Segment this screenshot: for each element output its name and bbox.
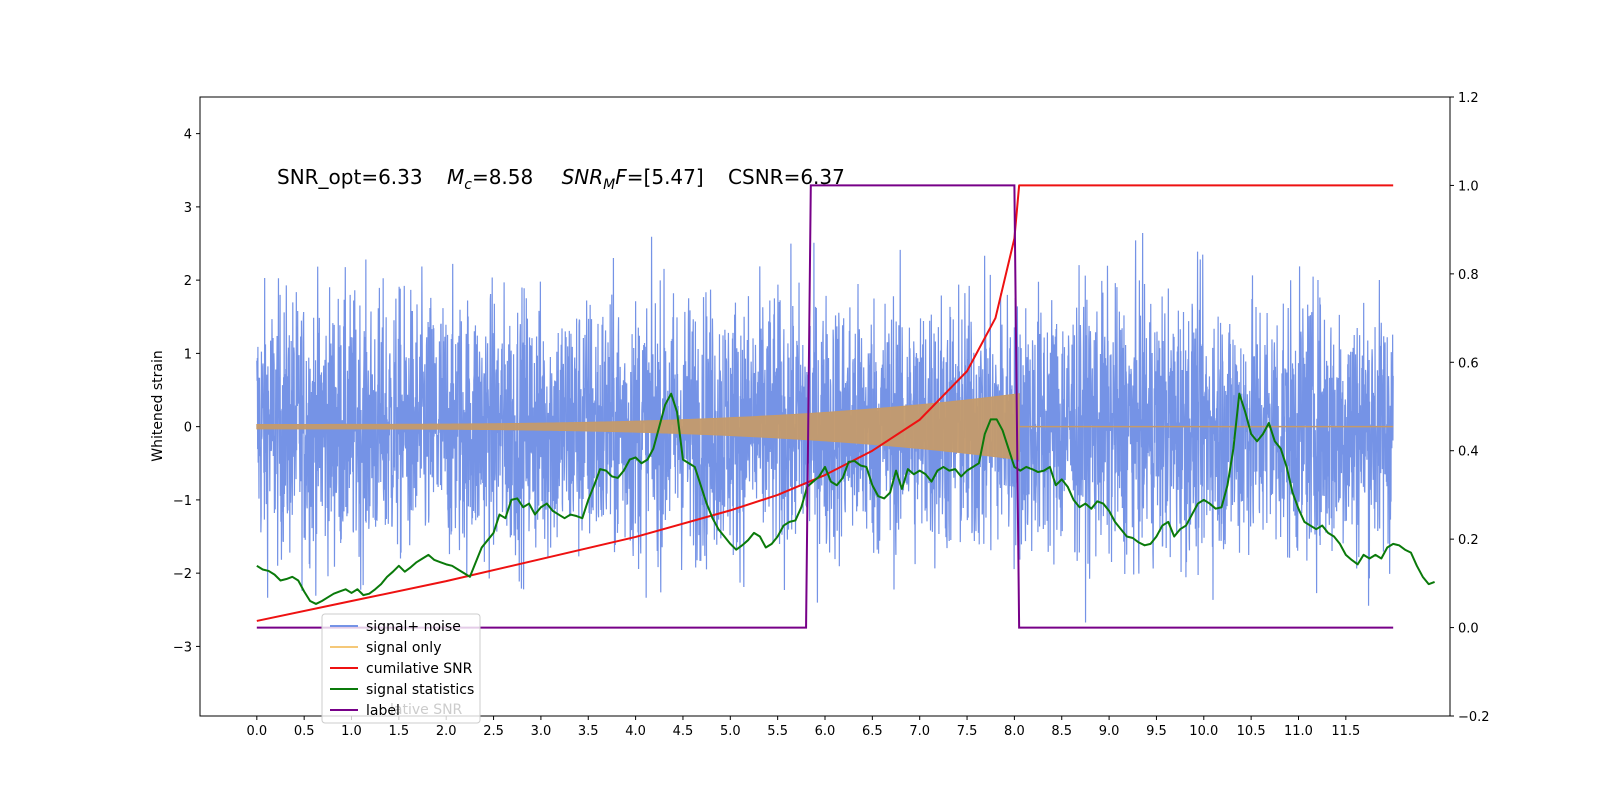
x-axis-ticks: 0.0 0.5 1.0 1.5 2.0 2.5 3.0 3.5 4.0 4.5 5.0 5.5 6.0 6… xyxy=(246,716,1360,739)
x-tick-label: 4.0 xyxy=(625,724,646,739)
x-tick-label: 8.0 xyxy=(1004,724,1025,739)
x-tick-label: 5.0 xyxy=(720,724,741,739)
legend-box xyxy=(321,613,481,724)
series-signal-statistics xyxy=(256,392,1435,605)
left-y-tick-label: 1 xyxy=(184,347,192,362)
left-y-tick-label: 3 xyxy=(184,201,192,216)
left-y-tick-label: 0 xyxy=(184,421,192,436)
left-y-tick-label: 4 xyxy=(184,128,192,143)
x-tick-label: 9.5 xyxy=(1146,724,1167,739)
legend-ghost-text: lative SNR xyxy=(390,702,463,718)
mc-subscript: c xyxy=(464,177,472,193)
legend-label-cumulative-snr: cumilative SNR xyxy=(366,661,473,677)
right-y-axis-ticks: 1.2 1.0 0.8 0.6 0.4 0.2 0.0 −0.2 xyxy=(1450,91,1490,725)
x-tick-label: 3.0 xyxy=(531,724,552,739)
x-tick-label: 6.5 xyxy=(862,724,883,739)
x-tick-label: 1.5 xyxy=(389,724,410,739)
snrmf-subscript: M xyxy=(603,177,615,193)
x-tick-label: 4.5 xyxy=(673,724,694,739)
mc-value: =8.58 xyxy=(472,165,533,189)
series-cumulative-snr xyxy=(256,184,1394,622)
legend-label-signal-only: signal only xyxy=(366,640,441,656)
plot-series xyxy=(256,184,1435,629)
left-y-axis-ticks: 4 3 2 1 0 −1 −2 −3 xyxy=(173,128,200,655)
x-tick-label: 0.0 xyxy=(246,724,267,739)
left-y-tick-label: 2 xyxy=(184,274,192,289)
series-signal-only xyxy=(256,393,1020,461)
left-y-axis-label: Whitened strain xyxy=(150,350,166,461)
right-y-tick-label: −0.2 xyxy=(1458,710,1490,725)
left-y-tick-label: −3 xyxy=(173,640,192,655)
x-tick-label: 2.5 xyxy=(483,724,504,739)
right-y-tick-label: 0.8 xyxy=(1458,268,1479,283)
x-tick-label: 1.0 xyxy=(341,724,362,739)
legend: lative SNR signal+ noise signal only cum… xyxy=(321,613,481,724)
x-tick-label: 7.0 xyxy=(909,724,930,739)
series-label xyxy=(256,184,1394,629)
right-y-tick-label: 1.0 xyxy=(1458,179,1479,194)
right-y-tick-label: 1.2 xyxy=(1458,91,1479,106)
x-tick-label: 0.5 xyxy=(294,724,315,739)
csnr-text: CSNR=6.37 xyxy=(728,165,845,189)
left-y-tick-label: −2 xyxy=(173,567,192,582)
legend-label-label: label xyxy=(366,703,400,719)
x-tick-label: 11.5 xyxy=(1331,724,1360,739)
mc-symbol: M xyxy=(447,165,464,189)
x-tick-label: 9.0 xyxy=(1099,724,1120,739)
legend-label-signal-noise: signal+ noise xyxy=(366,619,461,635)
snr-annotation: SNR_opt=6.33 Mc=8.58 SNRMF=[5.47] CSNR=6… xyxy=(277,165,845,193)
x-tick-label: 3.5 xyxy=(578,724,599,739)
x-tick-label: 10.0 xyxy=(1189,724,1218,739)
snrmf-value: =[5.47] xyxy=(627,165,704,189)
x-tick-label: 5.5 xyxy=(767,724,788,739)
left-y-tick-label: −1 xyxy=(173,494,192,509)
legend-label-signal-statistics: signal statistics xyxy=(366,682,474,698)
right-y-tick-label: 0.2 xyxy=(1458,533,1479,548)
x-tick-label: 6.0 xyxy=(815,724,836,739)
snr-opt-text: SNR_opt=6.33 xyxy=(277,165,423,189)
x-tick-label: 10.5 xyxy=(1237,724,1266,739)
x-tick-label: 2.0 xyxy=(436,724,457,739)
right-y-tick-label: 0.0 xyxy=(1458,622,1479,637)
right-y-tick-label: 0.6 xyxy=(1458,356,1479,371)
right-y-tick-label: 0.4 xyxy=(1458,445,1479,460)
x-tick-label: 11.0 xyxy=(1284,724,1313,739)
series-signal-noise xyxy=(256,232,1394,623)
snrmf-f: F xyxy=(615,165,627,189)
x-tick-label: 7.5 xyxy=(957,724,978,739)
snrmf-symbol: SNR xyxy=(562,165,604,189)
x-tick-label: 8.5 xyxy=(1051,724,1072,739)
